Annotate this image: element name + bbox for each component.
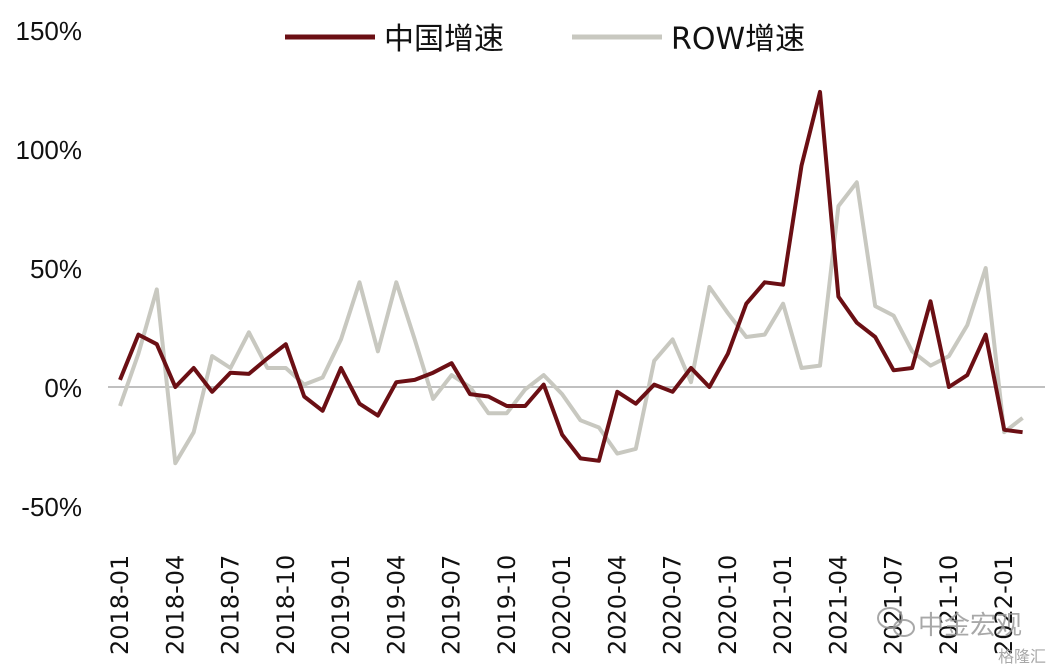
x-tick-label: 2018-04 [161,555,189,655]
x-tick-label: 2022-01 [990,555,1018,655]
y-tick-label: 0% [44,373,82,403]
legend-label-row: ROW增速 [671,22,805,57]
watermark-sub: 格隆汇 [998,647,1046,666]
wechat-icon [877,607,915,637]
y-tick-label: 50% [30,254,82,284]
x-tick-label: 2020-04 [603,555,631,655]
y-tick-label: 100% [16,135,83,165]
x-tick-label: 2020-07 [659,555,687,655]
x-tick-label: 2018-10 [272,555,300,655]
x-tick-label: 2019-04 [382,555,410,655]
watermark: 中金宏观 格隆汇 [877,607,1046,666]
x-tick-label: 2021-04 [824,555,852,655]
x-tick-label: 2020-10 [714,555,742,655]
series-line-china [118,89,1023,463]
x-tick-label: 2021-01 [769,555,797,655]
legend-label-china: 中国增速 [384,22,504,57]
series-lines [118,89,1024,466]
series-line-row [118,180,1024,466]
x-tick-label: 2019-01 [327,555,355,655]
y-axis: -50% 0% 50% 100% 150% [16,16,83,522]
legend: 中国增速 ROW增速 [285,22,805,57]
y-tick-label: 150% [16,16,83,46]
x-tick-label: 2021-10 [935,555,963,655]
x-tick-label: 2018-07 [217,555,245,655]
y-tick-label: -50% [21,492,82,522]
x-tick-label: 2020-01 [548,555,576,655]
x-tick-label: 2019-07 [438,555,466,655]
watermark-text: 中金宏观 [918,611,1022,641]
x-tick-label: 2021-07 [880,555,908,655]
x-tick-label: 2018-01 [106,555,134,655]
x-tick-label: 2019-10 [493,555,521,655]
x-axis: 2018-01 2018-04 2018-07 2018-10 2019-01 2019-… [106,555,1018,655]
